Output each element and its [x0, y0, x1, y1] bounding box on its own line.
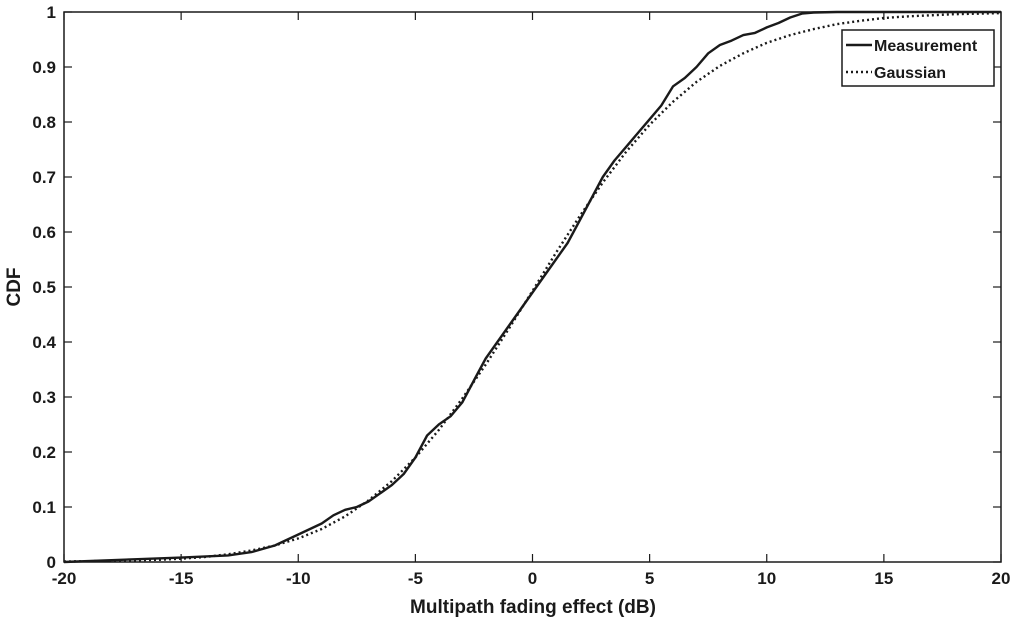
x-tick-label: -5 — [408, 569, 423, 588]
y-tick-label: 0.2 — [32, 443, 56, 462]
plot-area — [63, 10, 1002, 564]
y-tick-label: 1 — [47, 3, 56, 22]
y-tick-label: 0.3 — [32, 388, 56, 407]
y-tick-label: 0.9 — [32, 58, 56, 77]
y-tick-label: 0.7 — [32, 168, 56, 187]
y-tick-label: 0.1 — [32, 498, 56, 517]
x-tick-label: -15 — [169, 569, 194, 588]
legend-box — [841, 29, 995, 87]
y-axis-ticks: 0 0.1 0.2 0.3 0.4 0.5 0.6 0.7 0.8 0.9 1 — [32, 3, 1001, 572]
x-tick-label: 10 — [757, 569, 776, 588]
axes-frame — [63, 11, 1002, 563]
x-tick-label: 15 — [874, 569, 893, 588]
legend-gaussian-label: Gaussian — [874, 65, 946, 82]
y-tick-label: 0.4 — [32, 333, 56, 352]
x-tick-label: -10 — [286, 569, 311, 588]
series-line-measurement — [63, 10, 1001, 564]
series-line-gaussian — [63, 11, 1002, 563]
y-tick-label: 0.5 — [32, 278, 56, 297]
y-tick-label: 0.8 — [32, 113, 56, 132]
x-tick-label: 5 — [645, 569, 654, 588]
y-tick-label: 0.6 — [32, 223, 56, 242]
x-axis-ticks: -20 -15 -10 -5 0 5 10 15 20 — [52, 12, 1011, 588]
x-tick-label: 20 — [992, 569, 1011, 588]
x-axis-label: Multipath fading effect (dB) — [410, 597, 656, 618]
y-axis-label: CDF — [4, 267, 25, 306]
y-tick-label: 0 — [47, 553, 56, 572]
x-tick-label: -20 — [52, 569, 77, 588]
x-tick-label: 0 — [528, 569, 537, 588]
legend: Measurement Gaussian — [841, 29, 995, 87]
legend-measurement-label: Measurement — [874, 38, 978, 55]
